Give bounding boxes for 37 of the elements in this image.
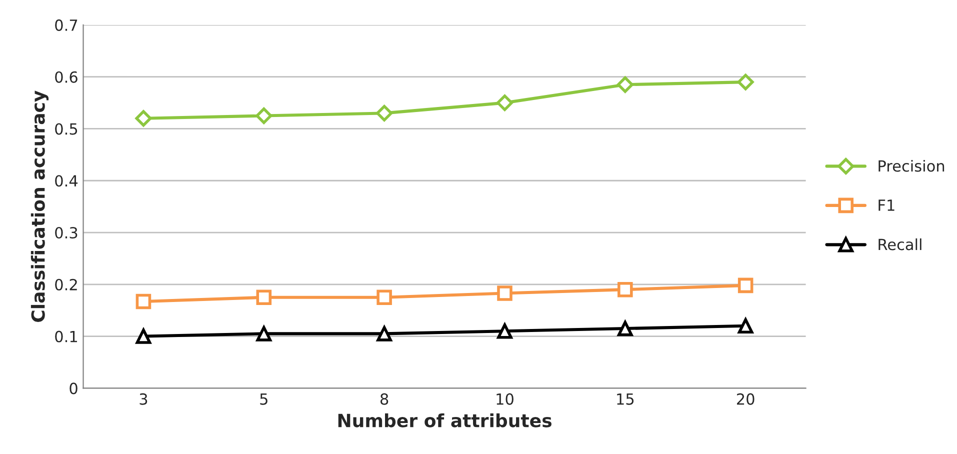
point (135, 110, 152, 127)
y-axis-title: Classification accuracy (30, 90, 49, 322)
x-tick-label: 10 (496, 393, 514, 405)
point (618, 320, 633, 336)
point (496, 94, 513, 112)
y-tick-label: 0.2 (55, 278, 77, 290)
y-tick-label: 0 (70, 382, 78, 394)
point (256, 290, 272, 306)
y-tick-label: 0.4 (55, 175, 78, 187)
point (738, 318, 754, 334)
y-tick-label: 0.6 (55, 71, 78, 83)
legend-label: F1 (878, 200, 894, 211)
y-tick-label: 0.3 (55, 226, 78, 239)
point (497, 323, 512, 339)
point (497, 286, 512, 301)
y-tick-label: 0.7 (55, 19, 78, 31)
x-tick-label: 8 (380, 393, 388, 405)
y-tick-label: 0.5 (55, 123, 78, 135)
point (376, 326, 392, 342)
x-tick-label: 5 (260, 394, 268, 405)
point (136, 328, 152, 344)
point (737, 74, 754, 90)
point (256, 326, 272, 342)
y-tick-label: 0.1 (55, 330, 77, 342)
x-axis-title: Number of attributes (338, 413, 552, 428)
point (738, 278, 754, 294)
point (376, 290, 392, 306)
legend-label: Recall (878, 238, 922, 250)
point (136, 294, 152, 310)
point (618, 282, 633, 298)
legend-label: Precision (878, 160, 944, 172)
point (376, 104, 393, 122)
x-tick-label: 15 (617, 394, 634, 405)
x-tick-label: 3 (140, 393, 148, 405)
point (616, 76, 634, 93)
point (256, 108, 272, 124)
x-tick-label: 20 (736, 393, 754, 405)
